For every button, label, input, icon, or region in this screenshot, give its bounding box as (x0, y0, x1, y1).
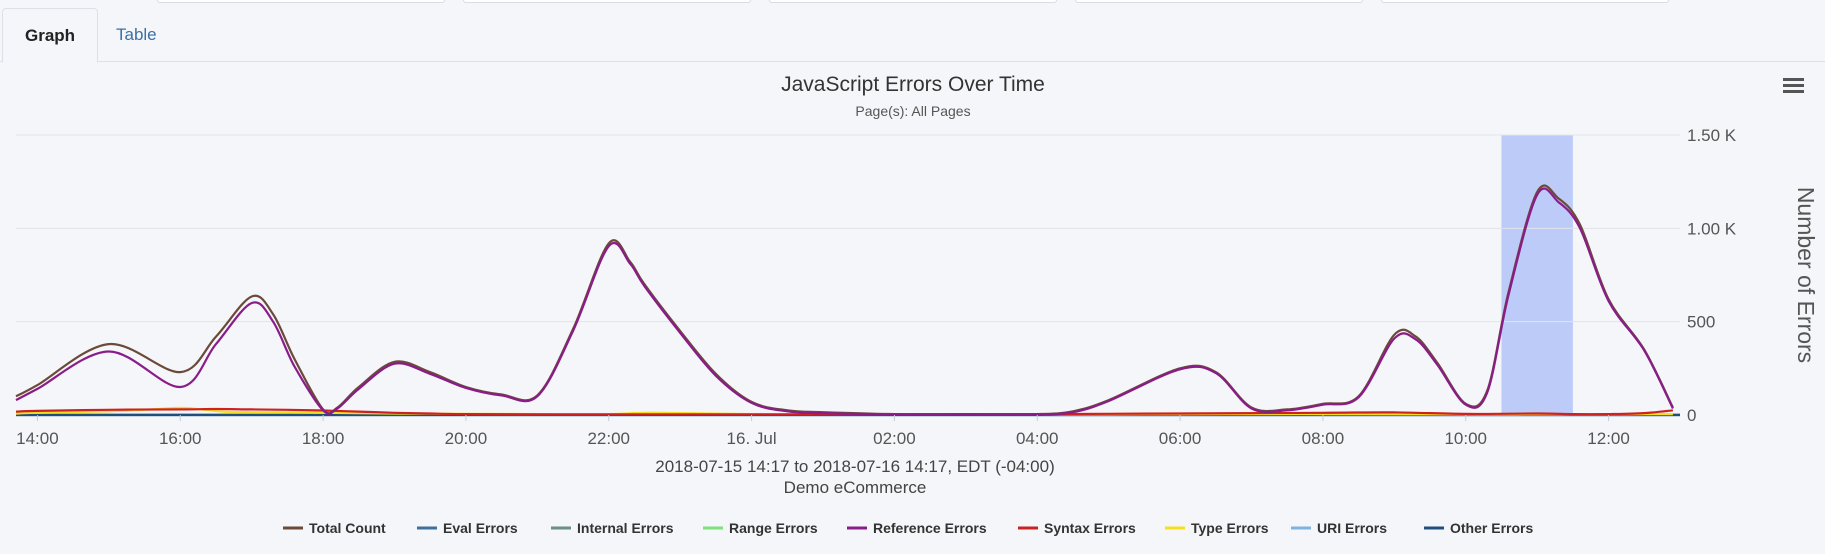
x-tick-label: 16:00 (159, 429, 202, 448)
legend-item-type-errors[interactable]: Type Errors (1165, 520, 1269, 536)
legend-item-total-count[interactable]: Total Count (283, 520, 386, 536)
chart-container: JavaScript Errors Over Time Page(s): All… (0, 62, 1825, 549)
x-tick-label: 20:00 (445, 429, 488, 448)
series-line-total-count[interactable] (15, 184, 1674, 416)
legend-item-internal-errors[interactable]: Internal Errors (551, 520, 674, 536)
x-tick-label: 16. Jul (727, 429, 777, 448)
series-layer (15, 184, 1680, 417)
caption-range: 2018-07-15 14:17 to 2018-07-16 14:17, ED… (655, 457, 1054, 476)
tab-table[interactable]: Table (116, 25, 157, 44)
legend-item-other-errors[interactable]: Other Errors (1424, 520, 1533, 536)
filter-stub-5[interactable] (1381, 0, 1669, 3)
tab-graph[interactable]: Graph (2, 8, 99, 63)
x-tick-label: 10:00 (1444, 429, 1487, 448)
y-tick-label: 1.50 K (1687, 126, 1737, 145)
legend-label: Reference Errors (873, 520, 987, 536)
x-tick-label: 02:00 (873, 429, 916, 448)
chart-subtitle: Page(s): All Pages (855, 103, 970, 119)
legend-item-eval-errors[interactable]: Eval Errors (417, 520, 518, 536)
legend-label: Eval Errors (443, 520, 518, 536)
view-tabs: Graph Table (0, 8, 1825, 63)
x-tick-label: 14:00 (16, 429, 59, 448)
legend-label: URI Errors (1317, 520, 1387, 536)
filter-stub-4[interactable] (1075, 0, 1363, 3)
x-tick-label: 18:00 (302, 429, 345, 448)
y-tick-label: 0 (1687, 406, 1696, 425)
x-tick-label: 08:00 (1302, 429, 1345, 448)
filter-bar-strip (0, 0, 1825, 6)
y-tick-label: 500 (1687, 313, 1715, 332)
filter-stub-3[interactable] (769, 0, 1057, 3)
x-tick-label: 06:00 (1159, 429, 1202, 448)
errors-chart: JavaScript Errors Over Time Page(s): All… (15, 72, 1819, 536)
legend-label: Type Errors (1191, 520, 1269, 536)
y-tick-label: 1.00 K (1687, 219, 1737, 238)
legend-label: Other Errors (1450, 520, 1533, 536)
series-line-reference-errors[interactable] (15, 187, 1674, 416)
legend-label: Syntax Errors (1044, 520, 1136, 536)
legend-item-uri-errors[interactable]: URI Errors (1291, 520, 1387, 536)
x-tick-label: 04:00 (1016, 429, 1059, 448)
x-tick-label: 22:00 (587, 429, 630, 448)
legend-label: Total Count (309, 520, 386, 536)
legend-item-syntax-errors[interactable]: Syntax Errors (1018, 520, 1136, 536)
filter-stub-1[interactable] (157, 0, 445, 3)
filter-stub-2[interactable] (463, 0, 751, 3)
y-axis-ticks: 0 500 1.00 K 1.50 K (1687, 126, 1737, 425)
chart-legend: Total Count Eval Errors Internal Errors Ran… (283, 520, 1533, 536)
series-line-syntax-errors[interactable] (15, 407, 1674, 416)
legend-label: Range Errors (729, 520, 818, 536)
hamburger-menu-icon[interactable] (1776, 72, 1806, 98)
grid-lines (16, 134, 1680, 416)
legend-item-reference-errors[interactable]: Reference Errors (847, 520, 987, 536)
legend-label: Internal Errors (577, 520, 674, 536)
x-axis-ticks: 14:00 16:00 18:00 20:00 22:00 16. Jul 02:00 04:… (16, 415, 1630, 448)
caption-site: Demo eCommerce (784, 478, 927, 497)
y-axis-label: Number of Errors (1793, 187, 1819, 363)
x-tick-label: 12:00 (1587, 429, 1630, 448)
legend-item-range-errors[interactable]: Range Errors (703, 520, 818, 536)
chart-title: JavaScript Errors Over Time (781, 73, 1045, 96)
